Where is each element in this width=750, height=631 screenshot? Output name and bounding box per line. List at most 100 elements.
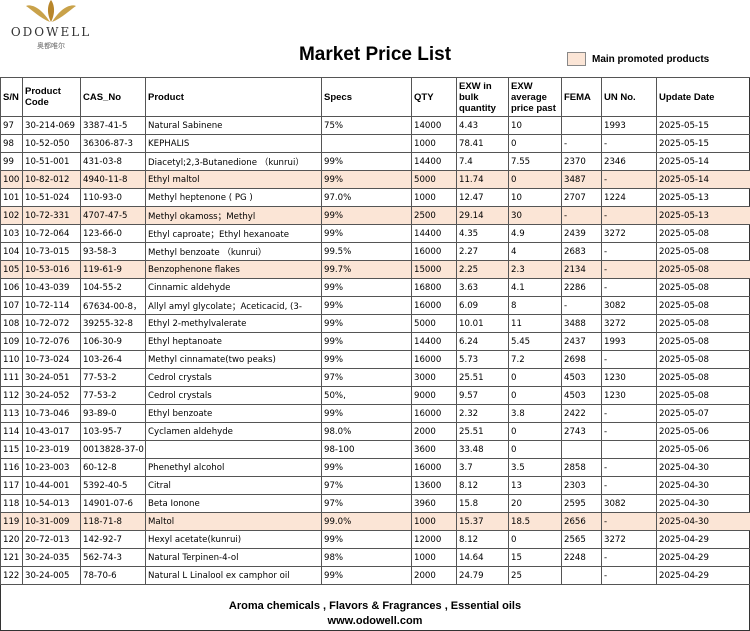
cell: 0 <box>508 440 562 459</box>
cell: 118-71-8 <box>80 512 146 531</box>
cell: 114 <box>0 422 23 441</box>
column-header: EXW average price past <box>508 77 562 117</box>
cell: 99% <box>321 206 412 225</box>
cell: 30-24-051 <box>22 368 81 387</box>
cell: Ethyl benzoate <box>145 404 322 423</box>
cell: 2.32 <box>456 404 509 423</box>
table-row: 116 10-23-003 60-12-8 Phenethyl alcohol 99% 1… <box>0 458 750 477</box>
cell: 112 <box>0 386 23 405</box>
cell: 99% <box>321 350 412 369</box>
cell: 30-24-052 <box>22 386 81 405</box>
cell <box>561 116 602 135</box>
column-header: Specs <box>321 77 412 117</box>
cell: 3082 <box>601 296 657 315</box>
cell: 2439 <box>561 224 602 243</box>
cell: Cinnamic aldehyde <box>145 278 322 297</box>
cell: 98 <box>0 134 23 153</box>
cell: 2025-05-08 <box>656 278 750 297</box>
cell: 99% <box>321 314 412 333</box>
cell: 2025-04-29 <box>656 530 750 549</box>
cell: 2707 <box>561 188 602 207</box>
cell: 1993 <box>601 116 657 135</box>
cell: Cyclamen aldehyde <box>145 422 322 441</box>
cell: 1000 <box>411 134 457 153</box>
cell: 16000 <box>411 296 457 315</box>
cell: - <box>561 206 602 225</box>
table-row: 120 20-72-013 142-92-7 Hexyl acetate(kunrui… <box>0 530 750 549</box>
table-row: 122 30-24-005 78-70-6 Natural L Linalool ex… <box>0 566 750 585</box>
cell: 98% <box>321 548 412 567</box>
cell: 119-61-9 <box>80 260 146 279</box>
table-row: 97 30-214-069 3387-41-5 Natural Sabinene 75%… <box>0 116 750 135</box>
cell: 0 <box>508 134 562 153</box>
cell: 10-53-016 <box>22 260 81 279</box>
cell: 2025-05-08 <box>656 386 750 405</box>
cell: 10-72-064 <box>22 224 81 243</box>
cell: 115 <box>0 440 23 459</box>
cell: 2248 <box>561 548 602 567</box>
cell: 107 <box>0 296 23 315</box>
cell: 562-74-3 <box>80 548 146 567</box>
cell: 0 <box>508 386 562 405</box>
table-row: 108 10-72-072 39255-32-8 Ethyl 2-methylvale… <box>0 314 750 333</box>
cell: 1000 <box>411 512 457 531</box>
table-row: 106 10-43-039 104-55-2 Cinnamic aldehyde 99%… <box>0 278 750 297</box>
brand: ODOWELL <box>11 25 91 39</box>
cell: 10-44-001 <box>22 476 81 495</box>
cell: 29.14 <box>456 206 509 225</box>
cell: 99% <box>321 278 412 297</box>
cell: 2025-05-14 <box>656 152 750 171</box>
cell: Cedrol crystals <box>145 386 322 405</box>
cell: 77-53-2 <box>80 368 146 387</box>
table-row: 121 30-24-035 562-74-3 Natural Terpinen-4-o… <box>0 548 750 567</box>
cell: 16800 <box>411 278 457 297</box>
cell: 2698 <box>561 350 602 369</box>
cell: 24.79 <box>456 566 509 585</box>
cell: Hexyl acetate(kunrui) <box>145 530 322 549</box>
header-row: S/N Product Code CAS_No Product Specs QTY EXW … <box>0 77 750 117</box>
cell: 4707-47-5 <box>80 206 146 225</box>
cell: 2134 <box>561 260 602 279</box>
cell: 9.57 <box>456 386 509 405</box>
cell: Ethyl maltol <box>145 170 322 189</box>
footer-url: www.odowell.com <box>327 615 423 627</box>
cell: Natural Terpinen-4-ol <box>145 548 322 567</box>
cell: 14400 <box>411 332 457 351</box>
cell: 2025-04-30 <box>656 476 750 495</box>
table-row: 104 10-73-015 93-58-3 Methyl benzoate （kunr… <box>0 242 750 261</box>
table-row: 113 10-73-046 93-89-0 Ethyl benzoate 99% 1600… <box>0 404 750 423</box>
cell: 0 <box>508 422 562 441</box>
cell: 30-24-035 <box>22 548 81 567</box>
cell: 4.35 <box>456 224 509 243</box>
cell: Methyl cinnamate(two peaks) <box>145 350 322 369</box>
cell: 67634-00-8， <box>80 296 146 315</box>
cell: - <box>601 422 657 441</box>
cell: 10-31-009 <box>22 512 81 531</box>
cell: 2025-04-30 <box>656 494 750 513</box>
cell: 97% <box>321 476 412 495</box>
cell: 78.41 <box>456 134 509 153</box>
cell: 2.3 <box>508 260 562 279</box>
table-row: 119 10-31-009 118-71-8 Maltol 99.0% 1000 15.37… <box>0 512 750 531</box>
cell: 3488 <box>561 314 602 333</box>
cell: 15000 <box>411 260 457 279</box>
cell: - <box>601 458 657 477</box>
cell: 103-95-7 <box>80 422 146 441</box>
cell: 2000 <box>411 566 457 585</box>
cell: 120 <box>0 530 23 549</box>
cell: 2025-05-08 <box>656 368 750 387</box>
cell: 2025-05-08 <box>656 296 750 315</box>
cell: 9000 <box>411 386 457 405</box>
cell: 10-72-331 <box>22 206 81 225</box>
cell: 2370 <box>561 152 602 171</box>
cell: 13600 <box>411 476 457 495</box>
cell: 2025-05-08 <box>656 242 750 261</box>
cell: 6.24 <box>456 332 509 351</box>
cell: KEPHALIS <box>145 134 322 153</box>
cell: 3960 <box>411 494 457 513</box>
table-row: 110 10-73-024 103-26-4 Methyl cinnamate(two… <box>0 350 750 369</box>
cell: Benzophenone flakes <box>145 260 322 279</box>
cell: 102 <box>0 206 23 225</box>
cell: 8.12 <box>456 476 509 495</box>
column-header: Update Date <box>656 77 750 117</box>
